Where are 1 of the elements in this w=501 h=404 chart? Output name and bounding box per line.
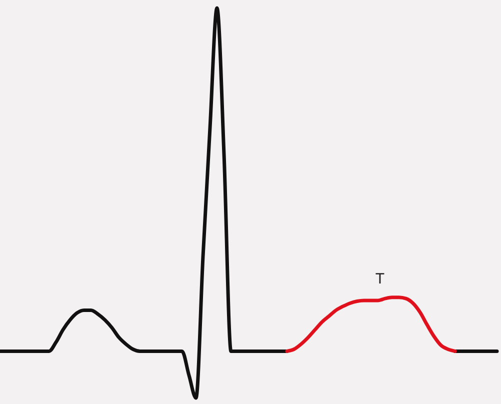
annotation: T — [375, 270, 385, 288]
